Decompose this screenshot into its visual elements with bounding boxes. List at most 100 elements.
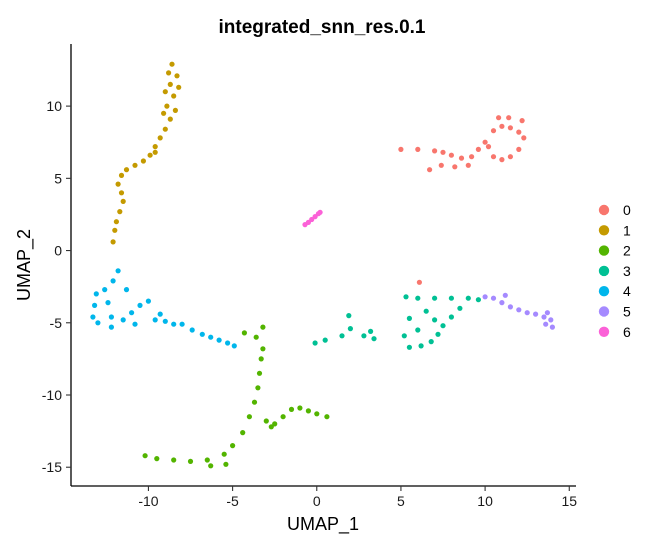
cluster-0-point [490, 128, 497, 134]
cluster-1-point [176, 84, 182, 90]
cluster-6-point [309, 216, 315, 223]
cluster-2-point [260, 346, 266, 352]
cluster-0-point [415, 146, 421, 152]
legend-label-1: 1 [623, 222, 631, 238]
cluster-1-point [132, 162, 138, 168]
cluster-0-point [485, 144, 492, 150]
cluster-3-point [435, 331, 441, 337]
cluster-3-point [423, 308, 429, 314]
y-tick-label: 10 [46, 98, 62, 114]
cluster-3-point [406, 315, 412, 321]
y-tick-label: -5 [50, 315, 63, 331]
x-tick-label: -5 [226, 493, 239, 509]
cluster-0-point [469, 154, 475, 160]
cluster-2-point [272, 421, 278, 427]
cluster-2-point [305, 408, 311, 414]
cluster-5-point [499, 300, 505, 306]
cluster-3-point [406, 344, 412, 350]
cluster-2-point [246, 414, 252, 420]
cluster-1-points [110, 61, 182, 245]
y-tick-label: -10 [42, 387, 62, 403]
cluster-0-point [490, 154, 497, 160]
legend-label-2: 2 [623, 243, 631, 259]
cluster-4-point [145, 298, 151, 304]
cluster-3-point [347, 326, 353, 332]
cluster-5-point [541, 314, 547, 320]
cluster-0-point [448, 152, 454, 158]
cluster-2-point [314, 411, 320, 417]
legend-label-4: 4 [623, 283, 631, 299]
cluster-2-point [251, 399, 258, 405]
legend-label-5: 5 [623, 304, 631, 320]
cluster-0-point [452, 164, 458, 170]
cluster-0-point [519, 118, 525, 124]
legend-key-1 [598, 225, 610, 236]
cluster-0-point [465, 162, 471, 168]
cluster-0-point [499, 157, 505, 163]
cluster-1-point [118, 172, 125, 178]
cluster-2-point [280, 414, 286, 420]
cluster-6-points [302, 209, 323, 228]
cluster-4-point [129, 310, 135, 316]
legend: 0 1 2 3 4 5 6 [598, 202, 631, 340]
cluster-3-point [401, 333, 407, 339]
x-axis-label: UMAP_1 [287, 514, 359, 535]
cluster-3-point [475, 297, 481, 303]
cluster-2-point [258, 356, 264, 362]
cluster-0-points [398, 115, 527, 285]
cluster-1-point [162, 89, 168, 95]
cluster-3-point [368, 328, 374, 334]
cluster-2-point [208, 463, 214, 469]
cluster-5-point [549, 324, 556, 330]
cluster-4-points [90, 268, 237, 349]
cluster-3-point [448, 314, 454, 320]
cluster-1-point [157, 135, 163, 141]
cluster-4-point [231, 343, 237, 349]
cluster-3-point [432, 317, 438, 323]
cluster-2-point [324, 414, 330, 420]
cluster-3-point [371, 336, 377, 342]
cluster-4-point [123, 287, 130, 293]
cluster-2-point [297, 405, 303, 411]
cluster-4-point [105, 300, 111, 306]
cluster-3-point [361, 333, 367, 339]
cluster-2-point [288, 406, 295, 412]
legend-label-3: 3 [623, 263, 631, 279]
cluster-5-point [482, 294, 488, 300]
cluster-4-point [157, 311, 163, 317]
cluster-1-point [172, 107, 178, 113]
cluster-4-point [132, 321, 138, 327]
cluster-1-point [152, 144, 158, 150]
cluster-4-point [92, 302, 98, 308]
chart-title: integrated_snn_res.0.1 [219, 17, 426, 38]
cluster-1-point [164, 103, 170, 109]
cluster-1-point [167, 81, 173, 87]
y-tick-label: 0 [54, 243, 62, 259]
cluster-0-point [516, 146, 522, 152]
cluster-4-point [225, 340, 231, 346]
cluster-5-point [533, 311, 539, 317]
cluster-0-point [521, 135, 527, 141]
cluster-2-point [171, 457, 177, 463]
x-tick-label: 5 [397, 493, 405, 509]
legend-key-2 [598, 245, 610, 256]
cluster-0-point [506, 115, 512, 121]
cluster-4-point [216, 337, 222, 343]
cluster-1-point [166, 70, 172, 76]
cluster-5-point [544, 310, 551, 316]
cluster-4-point [208, 334, 214, 340]
cluster-0-point [432, 148, 438, 154]
cluster-4-point [137, 302, 143, 308]
legend-key-5 [598, 306, 610, 317]
x-ticks: -10 -5 0 5 10 15 [138, 486, 577, 509]
cluster-2-point [240, 430, 246, 436]
cluster-0-point [475, 146, 481, 152]
cluster-5-point [516, 307, 522, 313]
cluster-0-point [427, 167, 433, 173]
cluster-3-point [432, 295, 438, 301]
cluster-4-point [108, 314, 114, 320]
cluster-3-point [428, 339, 434, 345]
x-tick-label: -10 [138, 493, 158, 509]
cluster-0-point [516, 129, 522, 135]
